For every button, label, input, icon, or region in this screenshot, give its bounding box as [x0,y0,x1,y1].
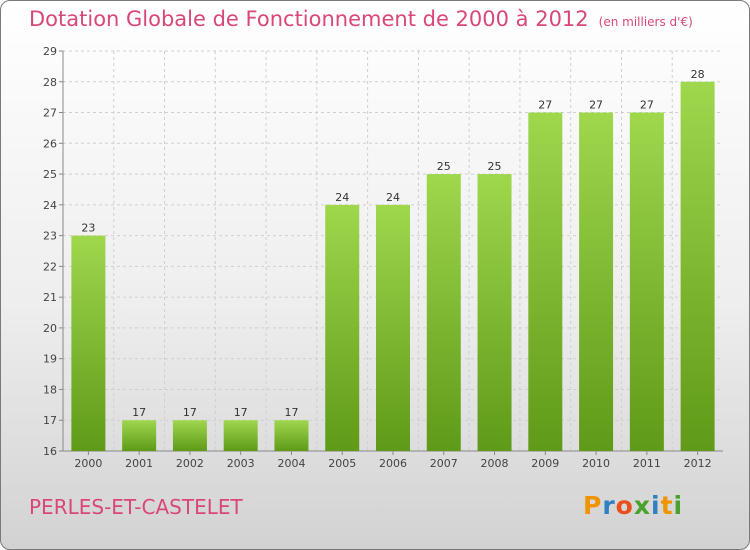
y-tick-label: 25 [43,168,57,181]
bar-value-label: 17 [132,406,146,419]
bar [376,204,410,451]
x-tick-label: 2012 [684,457,712,470]
y-tick-label: 26 [43,137,57,150]
chart-title-text: Dotation Globale de Fonctionnement de 20… [29,7,589,31]
y-tick-label: 28 [43,76,57,89]
proxiti-logo: Proxiti [583,491,684,520]
bar-value-label: 17 [234,406,248,419]
bar [71,235,106,451]
x-tick-label: 2009 [531,457,559,470]
bar [528,112,563,452]
bar [629,112,664,452]
bar-value-label: 28 [691,68,705,81]
x-tick-label: 2008 [481,457,509,470]
bar-value-label: 27 [640,99,654,112]
bar [274,420,309,451]
y-tick-label: 21 [43,291,57,304]
bar [325,204,360,451]
x-tick-label: 2007 [430,457,458,470]
x-tick-label: 2002 [176,457,204,470]
x-tick-label: 2003 [227,457,255,470]
y-tick-label: 16 [43,445,57,458]
x-tick-label: 2005 [328,457,356,470]
x-tick-label: 2011 [633,457,661,470]
chart-unit: (en milliers d'€) [598,15,693,29]
y-tick-label: 19 [43,353,57,366]
bar [426,174,461,452]
x-tick-label: 2001 [125,457,153,470]
y-tick-label: 18 [43,383,57,396]
bar-value-label: 27 [589,99,603,112]
bar-value-label: 25 [437,160,451,173]
x-tick-label: 2006 [379,457,407,470]
chart-title: Dotation Globale de Fonctionnement de 20… [29,7,693,31]
bar-value-label: 23 [81,222,95,235]
y-tick-label: 27 [43,107,57,120]
bar-value-label: 24 [335,191,349,204]
bar [579,112,614,452]
bar [680,81,715,452]
y-tick-label: 29 [43,45,57,58]
y-tick-label: 24 [43,199,57,212]
labels: 23 2000 17 2001 17 2002 17 2003 17 2004 24 2005 24 20… [74,68,711,470]
y-tick-label: 17 [43,414,57,427]
bar [477,174,512,452]
y-tick-label: 20 [43,322,57,335]
bar-value-label: 24 [386,191,400,204]
bar-value-label: 17 [284,406,298,419]
bar [223,420,258,451]
bar [172,420,207,451]
y-tick-label: 23 [43,230,57,243]
bars [71,81,715,452]
x-tick-label: 2010 [582,457,610,470]
bar-value-label: 17 [183,406,197,419]
bar [122,420,157,451]
bar-value-label: 25 [488,160,502,173]
place-name: PERLES-ET-CASTELET [29,495,243,519]
x-tick-label: 2004 [277,457,305,470]
x-tick-label: 2000 [74,457,102,470]
bar-value-label: 27 [538,99,552,112]
y-tick-label: 22 [43,260,57,273]
